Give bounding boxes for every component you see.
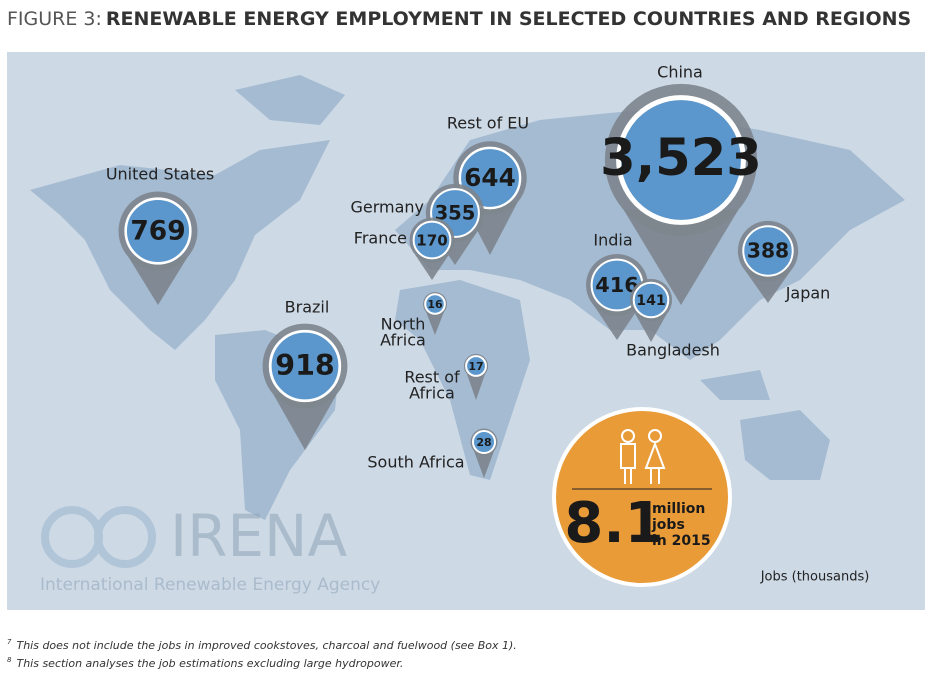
total-text: million (652, 501, 705, 517)
pin: 355 Germany (350, 183, 485, 265)
footnote-text: This does not include the jobs in improv… (16, 639, 516, 652)
pin: 170 France (354, 217, 455, 280)
pin-bubble (632, 281, 670, 319)
pin-value: 16 (427, 298, 443, 311)
pin: 3,523 China (600, 63, 762, 305)
pin-value: 388 (747, 239, 789, 263)
person-head (621, 429, 635, 443)
pin-label: United States (106, 165, 214, 184)
pin-tail (593, 305, 641, 340)
logo-ring (94, 506, 156, 568)
total-value: 8.1 (564, 491, 663, 556)
pin: 141 Bangladesh (626, 278, 720, 360)
pin-tail (635, 313, 667, 342)
pin-tail (466, 373, 486, 400)
logo-name: IRENA (170, 502, 347, 570)
pin-label: South Africa (367, 453, 464, 472)
pin-bubble (742, 225, 794, 277)
pin-bubble (471, 429, 497, 455)
pin-tail (426, 311, 444, 335)
footnote: 8 This section analyses the job estimatio… (7, 656, 403, 670)
pin-tail (623, 210, 739, 305)
pin-value: 644 (464, 163, 516, 192)
legend: Jobs (thousands) (760, 570, 870, 585)
footnote: 7 This does not include the jobs in impro… (7, 638, 517, 652)
pin-value: 28 (476, 436, 491, 449)
person-body (644, 441, 666, 484)
pin-bubble (424, 293, 446, 315)
pin-bubble (616, 95, 746, 225)
pin-label: France (354, 229, 407, 248)
pin-label: Africa (380, 331, 426, 350)
pin-tail (273, 394, 337, 450)
figure-title: RENEWABLE ENERGY EMPLOYMENT IN SELECTED … (106, 8, 911, 30)
pin-label: China (657, 63, 703, 82)
pin-value: 918 (275, 349, 335, 382)
pin-label: Africa (409, 384, 455, 403)
pin-value: 355 (435, 202, 476, 225)
pin-label: India (593, 231, 632, 250)
pin-bubble (124, 197, 192, 265)
pin-bubble (268, 329, 342, 403)
pin-tail (473, 450, 495, 478)
pin: 918 Brazil (262, 298, 348, 450)
total-text: jobs (651, 517, 685, 533)
figure-heading: FIGURE 3: RENEWABLE ENERGY EMPLOYMENT IN … (7, 8, 911, 30)
pin-label: Japan (785, 284, 831, 303)
total-text: in 2015 (652, 533, 711, 549)
footnote-mark: 7 (7, 638, 12, 646)
pin-value: 170 (416, 232, 447, 250)
pin-value: 3,523 (600, 129, 762, 188)
pin-value: 141 (636, 293, 666, 309)
pin-value: 769 (130, 216, 185, 247)
pin-bubble (412, 220, 452, 260)
footnote-text: This section analyses the job estimation… (16, 657, 403, 670)
pin: 28 South Africa (367, 428, 498, 478)
pin-label: Rest of (404, 368, 460, 387)
pin-label: North (381, 315, 426, 334)
pin-label: Brazil (285, 298, 330, 317)
pin-bubble (465, 355, 487, 377)
pin: 769 United States (106, 165, 214, 305)
figure-label: FIGURE 3: (7, 8, 102, 30)
logo: IRENA International Renewable Energy Age… (40, 502, 380, 595)
total-circle (552, 407, 732, 587)
footnote-mark: 8 (7, 656, 12, 664)
pin-label: Germany (350, 198, 424, 217)
logo-full-name: International Renewable Energy Agency (40, 575, 380, 595)
pin-label: Rest of EU (447, 114, 529, 133)
pin-value: 17 (468, 360, 483, 373)
pins: 3,523 China 644 Rest of EU 769 United States 3… (106, 63, 831, 478)
pin-label: Bangladesh (626, 341, 720, 360)
pin-tail (128, 257, 188, 305)
person-body (620, 443, 636, 484)
pin-tail (415, 254, 449, 280)
pin: 388 Japan (737, 220, 831, 303)
